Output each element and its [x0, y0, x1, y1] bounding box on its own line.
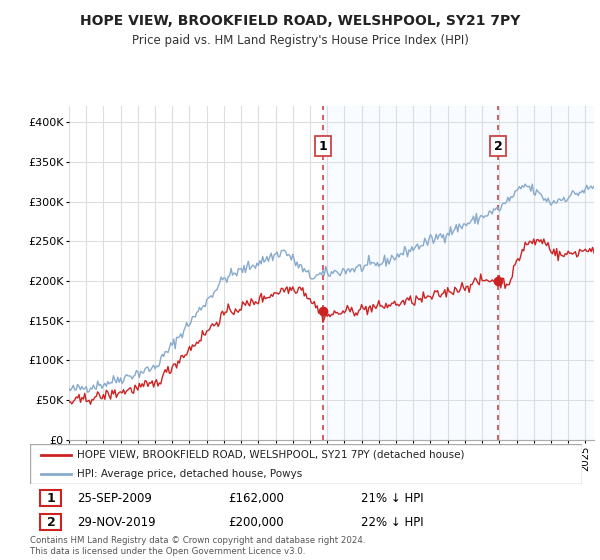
Text: 2: 2	[494, 139, 502, 152]
Text: Contains HM Land Registry data © Crown copyright and database right 2024.
This d: Contains HM Land Registry data © Crown c…	[30, 536, 365, 556]
Text: 1: 1	[47, 492, 55, 505]
Text: 2: 2	[47, 516, 55, 529]
Text: HOPE VIEW, BROOKFIELD ROAD, WELSHPOOL, SY21 7PY: HOPE VIEW, BROOKFIELD ROAD, WELSHPOOL, S…	[80, 14, 520, 28]
Text: HPI: Average price, detached house, Powys: HPI: Average price, detached house, Powy…	[77, 469, 302, 478]
Text: 25-SEP-2009: 25-SEP-2009	[77, 492, 152, 505]
Bar	[40, 514, 61, 530]
Text: Price paid vs. HM Land Registry's House Price Index (HPI): Price paid vs. HM Land Registry's House …	[131, 34, 469, 46]
Text: HOPE VIEW, BROOKFIELD ROAD, WELSHPOOL, SY21 7PY (detached house): HOPE VIEW, BROOKFIELD ROAD, WELSHPOOL, S…	[77, 450, 464, 460]
Text: 22% ↓ HPI: 22% ↓ HPI	[361, 516, 424, 529]
Text: 1: 1	[319, 139, 327, 152]
Text: 21% ↓ HPI: 21% ↓ HPI	[361, 492, 424, 505]
Text: £162,000: £162,000	[229, 492, 284, 505]
Bar	[40, 490, 61, 506]
Bar	[323, 106, 594, 440]
Text: £200,000: £200,000	[229, 516, 284, 529]
Text: 29-NOV-2019: 29-NOV-2019	[77, 516, 155, 529]
